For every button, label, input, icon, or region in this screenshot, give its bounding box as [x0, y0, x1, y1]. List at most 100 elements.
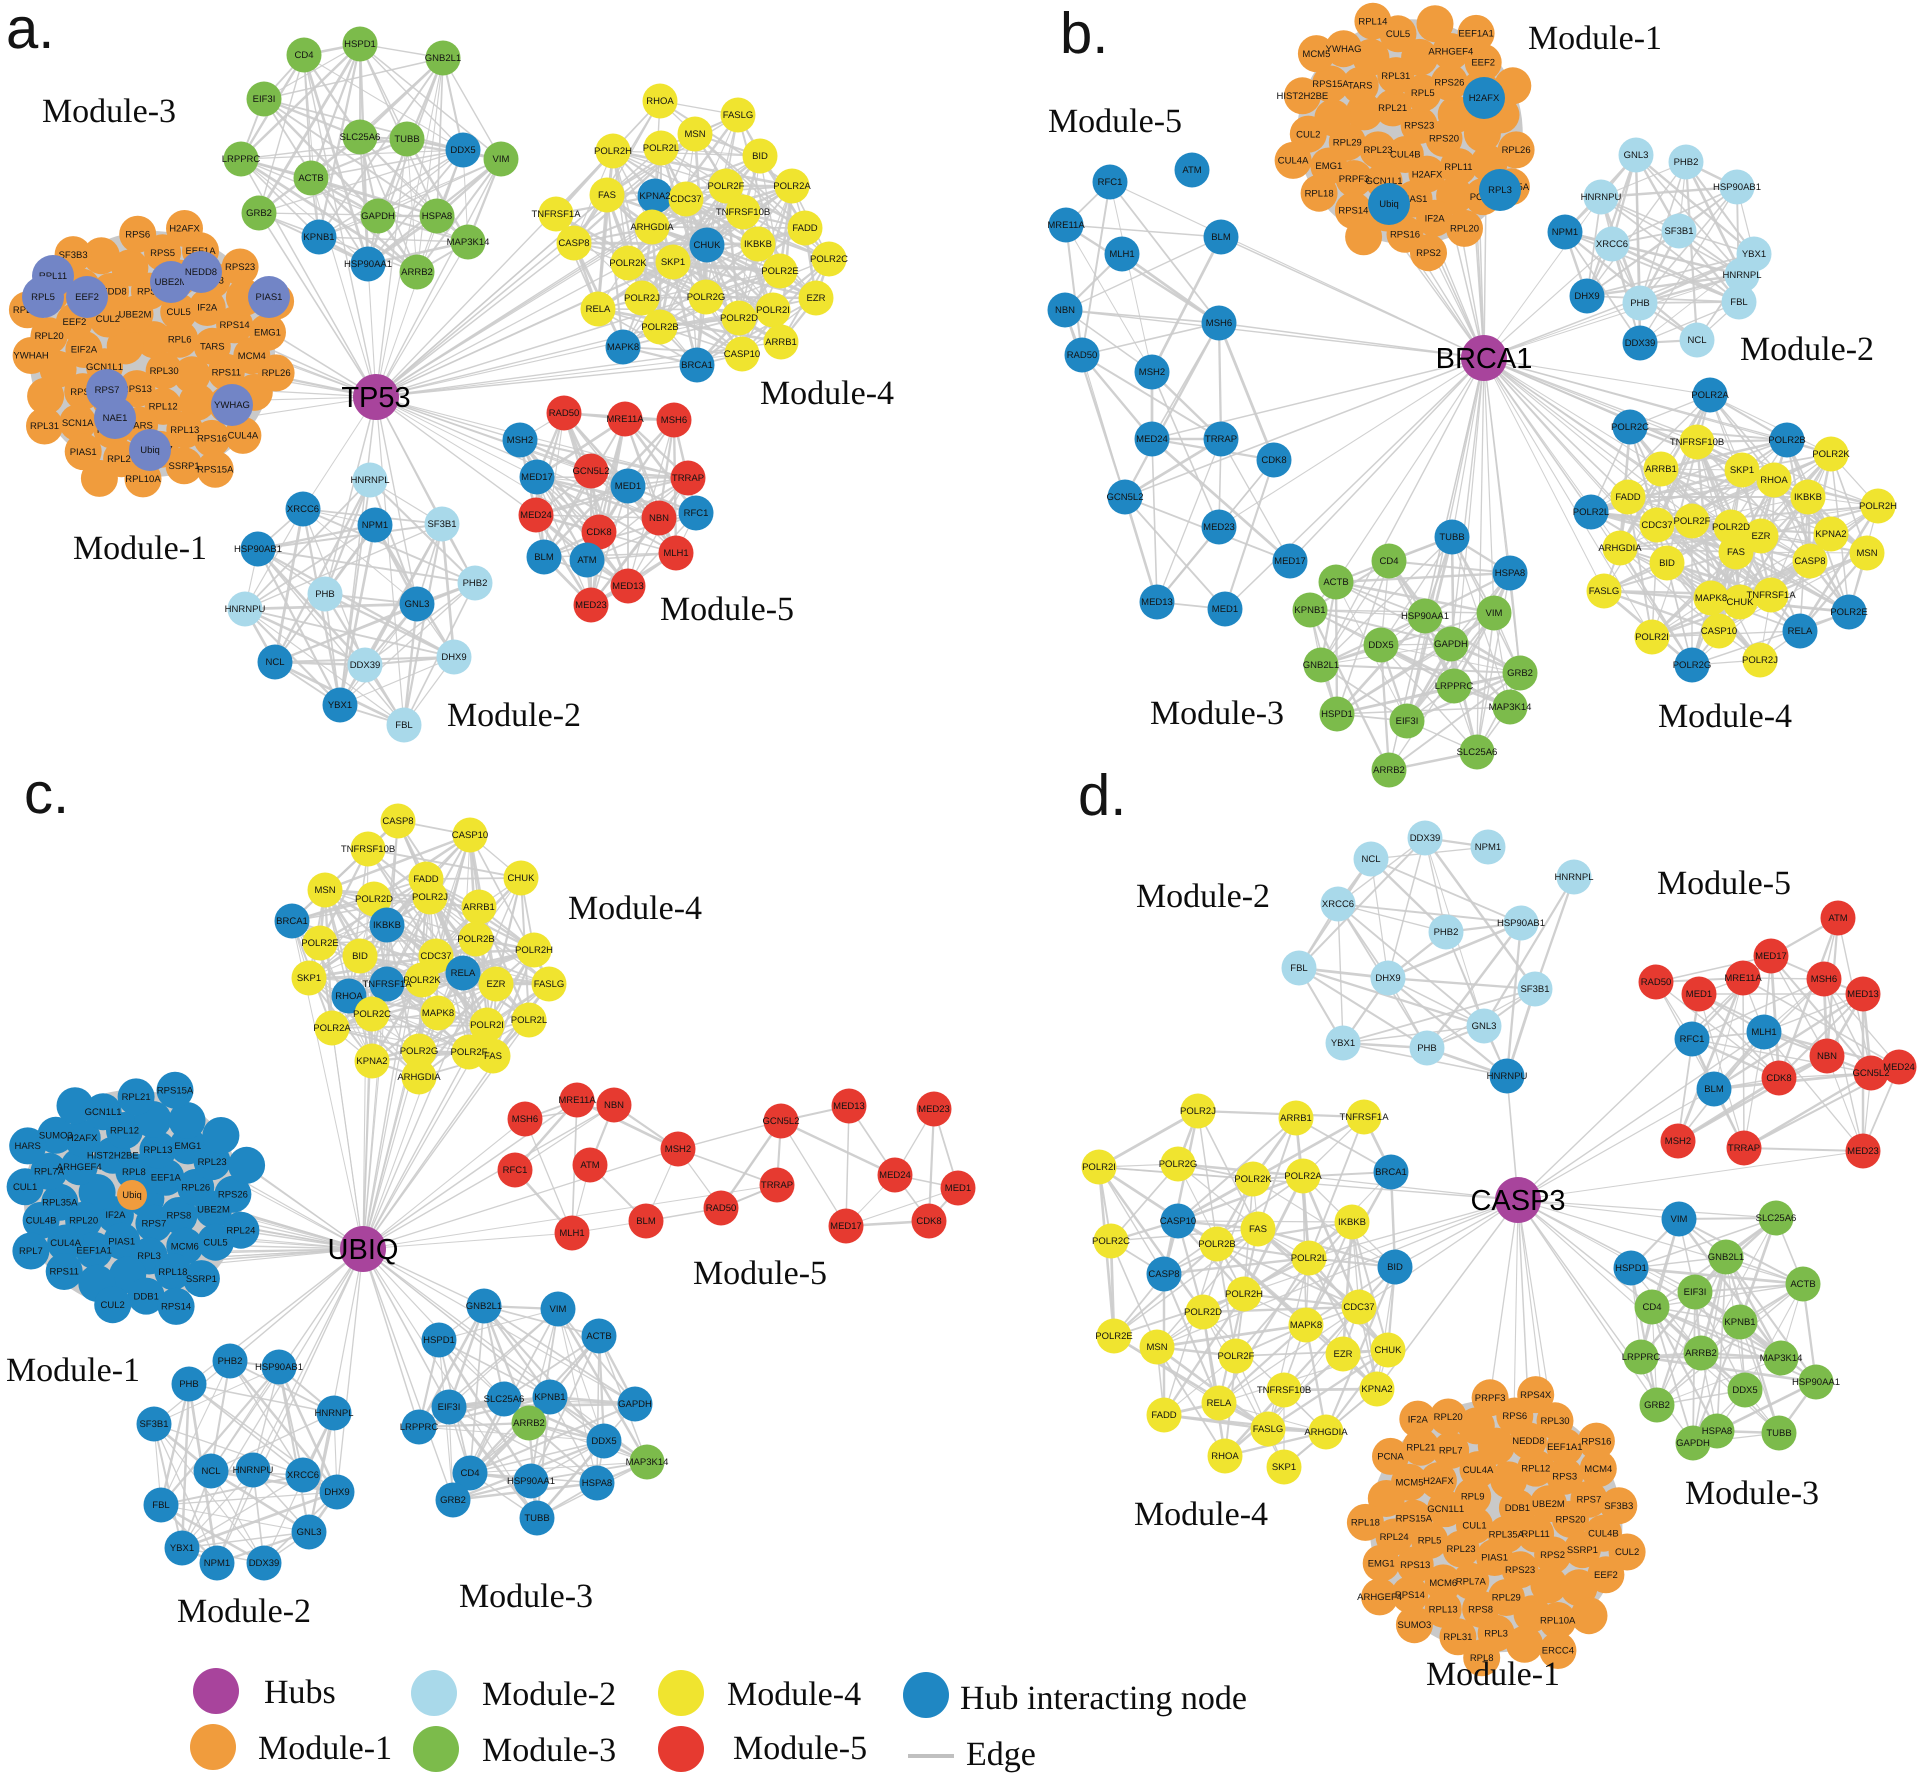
svg-text:RPL3: RPL3	[137, 1251, 161, 1262]
svg-text:MAPK8: MAPK8	[422, 1008, 454, 1019]
svg-text:HARS: HARS	[14, 1141, 40, 1152]
svg-text:HSPA8: HSPA8	[1702, 1426, 1732, 1437]
svg-text:MED24: MED24	[1883, 1062, 1915, 1073]
svg-text:POLR2D: POLR2D	[1184, 1307, 1222, 1318]
svg-text:RPL31: RPL31	[1381, 71, 1410, 82]
svg-text:RPL7: RPL7	[19, 1246, 43, 1257]
svg-text:RPL21: RPL21	[1406, 1442, 1435, 1453]
svg-text:POLR2C: POLR2C	[1092, 1236, 1130, 1247]
svg-text:DDX5: DDX5	[591, 1436, 616, 1447]
svg-text:CD4: CD4	[1642, 1302, 1661, 1313]
svg-text:CASP3: CASP3	[1470, 1185, 1565, 1217]
svg-text:RPL20: RPL20	[1434, 1412, 1463, 1423]
svg-text:EMG1: EMG1	[1368, 1558, 1395, 1569]
svg-text:GCN1L1: GCN1L1	[86, 362, 123, 373]
svg-text:CASP8: CASP8	[1794, 556, 1825, 567]
svg-text:Module-1: Module-1	[258, 1730, 392, 1767]
svg-text:MCM4: MCM4	[238, 351, 266, 362]
svg-text:HSP90AA1: HSP90AA1	[1401, 611, 1449, 622]
svg-text:FADD: FADD	[792, 223, 817, 234]
svg-text:YBX1: YBX1	[1331, 1038, 1355, 1049]
svg-text:TNFRSF1A: TNFRSF1A	[531, 209, 581, 220]
svg-text:EEF1A1: EEF1A1	[1458, 29, 1493, 40]
svg-text:POLR2F: POLR2F	[451, 1047, 488, 1058]
svg-text:POLR2I: POLR2I	[1082, 1162, 1116, 1173]
svg-text:CDC37: CDC37	[670, 194, 701, 205]
svg-text:PIAS1: PIAS1	[1401, 194, 1428, 205]
svg-text:HNRNPL: HNRNPL	[350, 475, 389, 486]
svg-text:POLR2L: POLR2L	[1573, 507, 1609, 518]
svg-text:XRCC6: XRCC6	[1596, 239, 1628, 250]
svg-text:KPNB1: KPNB1	[1294, 605, 1325, 616]
svg-text:CUL1: CUL1	[1462, 1521, 1486, 1532]
svg-text:GNL3: GNL3	[405, 599, 430, 610]
svg-text:EMG1: EMG1	[254, 328, 281, 339]
svg-text:PRPF3: PRPF3	[1339, 174, 1370, 185]
svg-text:POLR2C: POLR2C	[1611, 422, 1649, 433]
svg-text:ACTB: ACTB	[1323, 577, 1348, 588]
svg-text:POLR2D: POLR2D	[720, 313, 758, 324]
svg-text:XRCC6: XRCC6	[287, 1470, 319, 1481]
svg-text:MSN: MSN	[314, 885, 335, 896]
svg-text:H2AFX: H2AFX	[67, 1133, 98, 1144]
svg-text:RPL18: RPL18	[1351, 1518, 1380, 1529]
svg-text:FASLG: FASLG	[723, 110, 754, 121]
svg-text:PIAS1: PIAS1	[256, 292, 283, 303]
svg-text:RPS13: RPS13	[122, 384, 152, 395]
svg-text:Module-2: Module-2	[1740, 331, 1874, 368]
svg-text:CUL4B: CUL4B	[1390, 150, 1421, 161]
svg-text:POLR2H: POLR2H	[1859, 501, 1897, 512]
svg-text:POLR2J: POLR2J	[1742, 655, 1778, 666]
svg-text:YBX1: YBX1	[1742, 249, 1766, 260]
svg-text:Module-2: Module-2	[1136, 878, 1270, 915]
svg-text:TUBB: TUBB	[524, 1513, 549, 1524]
svg-text:MLH1: MLH1	[663, 548, 688, 559]
svg-text:HIST2H2BE: HIST2H2BE	[1277, 91, 1329, 102]
svg-text:Hub interacting node: Hub interacting node	[960, 1680, 1247, 1717]
svg-text:RELA: RELA	[1788, 626, 1813, 637]
svg-text:GNB2L1: GNB2L1	[1708, 1252, 1744, 1263]
svg-text:CD4: CD4	[294, 50, 313, 61]
svg-text:CDC37: CDC37	[420, 951, 451, 962]
svg-text:RPL8: RPL8	[122, 1167, 146, 1178]
svg-text:EEF1A: EEF1A	[151, 1173, 182, 1184]
svg-text:NAE1: NAE1	[103, 413, 128, 424]
svg-text:IKBKB: IKBKB	[373, 920, 401, 931]
svg-text:ARRB1: ARRB1	[1280, 1113, 1312, 1124]
svg-text:POLR2F: POLR2F	[708, 181, 745, 192]
svg-text:RPL10A: RPL10A	[1540, 1616, 1576, 1627]
svg-text:PHB: PHB	[1630, 298, 1650, 309]
svg-text:HSPA8: HSPA8	[1495, 568, 1525, 579]
svg-text:RPL7A: RPL7A	[34, 1167, 65, 1178]
svg-text:TRRAP: TRRAP	[1205, 434, 1237, 445]
svg-text:HSP90AB1: HSP90AB1	[234, 544, 282, 555]
svg-text:MSN: MSN	[684, 129, 705, 140]
svg-text:BID: BID	[752, 151, 768, 162]
svg-text:RPS2: RPS2	[1540, 1550, 1565, 1561]
svg-text:BLM: BLM	[1704, 1084, 1724, 1095]
svg-text:RAD50: RAD50	[706, 1203, 737, 1214]
svg-text:FADD: FADD	[413, 874, 438, 885]
svg-text:CUL4A: CUL4A	[50, 1238, 81, 1249]
svg-text:KPNA2: KPNA2	[356, 1056, 387, 1067]
svg-text:HSP90AA1: HSP90AA1	[507, 1476, 555, 1487]
svg-text:POLR2E: POLR2E	[301, 938, 339, 949]
svg-text:RPL13: RPL13	[1429, 1604, 1458, 1615]
svg-text:CHUK: CHUK	[508, 873, 536, 884]
svg-text:MED13: MED13	[833, 1101, 865, 1112]
svg-text:DDX39: DDX39	[1625, 338, 1656, 349]
svg-text:POLR2H: POLR2H	[1225, 1289, 1263, 1300]
svg-text:TP53: TP53	[341, 382, 410, 414]
svg-text:CASP10: CASP10	[1160, 1216, 1196, 1227]
svg-text:CHUK: CHUK	[694, 240, 722, 251]
svg-text:BLM: BLM	[636, 1216, 656, 1227]
svg-text:VIM: VIM	[1671, 1214, 1688, 1225]
svg-text:CDK8: CDK8	[1261, 455, 1286, 466]
svg-text:ATM: ATM	[1182, 165, 1201, 176]
svg-text:RPS11: RPS11	[212, 367, 241, 378]
svg-text:CDK8: CDK8	[1766, 1073, 1791, 1084]
svg-text:SUMO3: SUMO3	[1398, 1620, 1432, 1631]
svg-text:CASP10: CASP10	[724, 349, 760, 360]
svg-text:RPL5: RPL5	[31, 292, 55, 303]
svg-text:Module-5: Module-5	[733, 1730, 867, 1767]
